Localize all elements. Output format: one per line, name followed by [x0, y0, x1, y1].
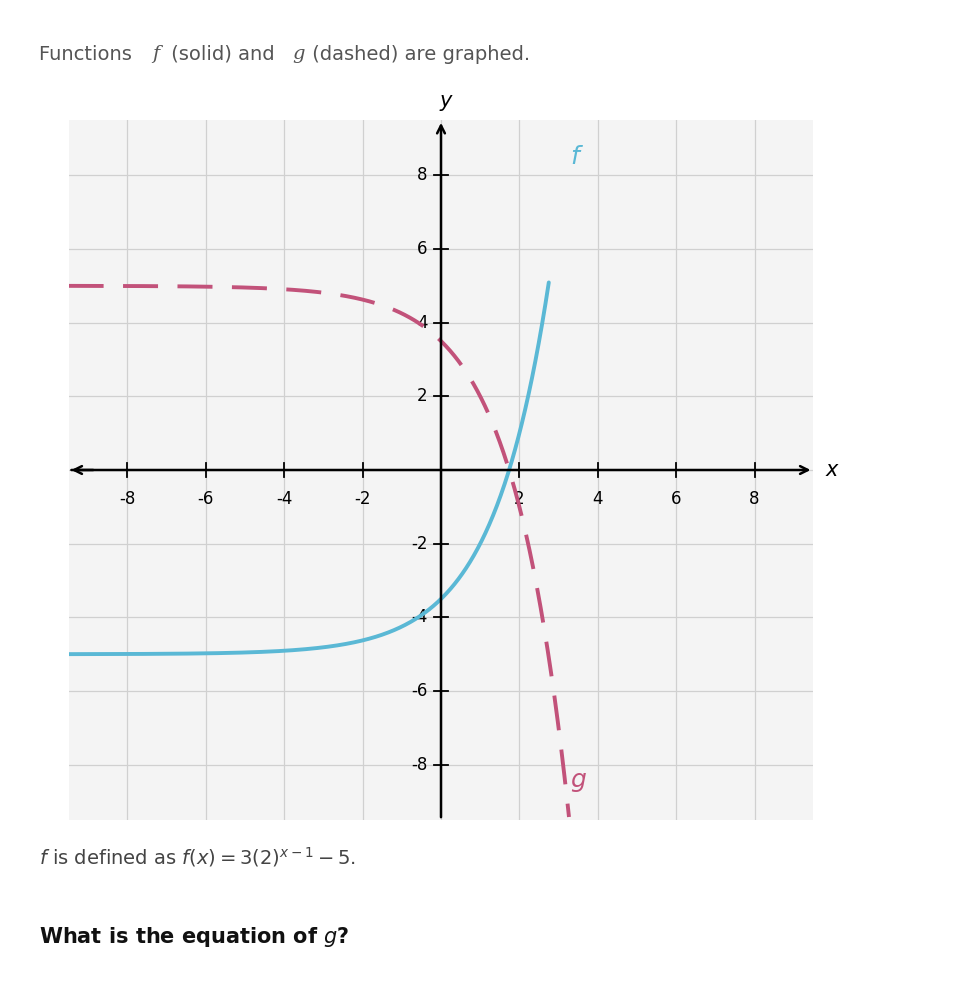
Text: -6: -6: [411, 682, 427, 700]
Text: Functions: Functions: [39, 45, 138, 64]
Text: -8: -8: [411, 756, 427, 774]
Text: -6: -6: [198, 490, 214, 508]
Text: (solid) and: (solid) and: [165, 45, 280, 64]
Text: 4: 4: [593, 490, 603, 508]
Text: $f$ is defined as $f(x) = 3(2)^{x-1} - 5$.: $f$ is defined as $f(x) = 3(2)^{x-1} - 5…: [39, 845, 357, 869]
Text: -8: -8: [120, 490, 135, 508]
Text: -4: -4: [411, 608, 427, 626]
Text: $g$: $g$: [570, 771, 587, 794]
Text: $x$: $x$: [825, 460, 840, 480]
Text: 8: 8: [416, 166, 427, 184]
Text: f: f: [152, 45, 159, 63]
Text: 6: 6: [416, 240, 427, 258]
Text: -2: -2: [411, 535, 427, 553]
Text: $y$: $y$: [439, 93, 455, 113]
Text: g: g: [292, 45, 305, 63]
Text: 8: 8: [750, 490, 760, 508]
Text: 6: 6: [671, 490, 681, 508]
Text: -4: -4: [276, 490, 292, 508]
Text: -2: -2: [355, 490, 370, 508]
Text: $f$: $f$: [570, 146, 584, 169]
Text: 4: 4: [416, 314, 427, 332]
Text: What is the equation of $g$?: What is the equation of $g$?: [39, 925, 350, 949]
Text: 2: 2: [416, 387, 427, 405]
Text: (dashed) are graphed.: (dashed) are graphed.: [306, 45, 530, 64]
Text: 2: 2: [514, 490, 524, 508]
